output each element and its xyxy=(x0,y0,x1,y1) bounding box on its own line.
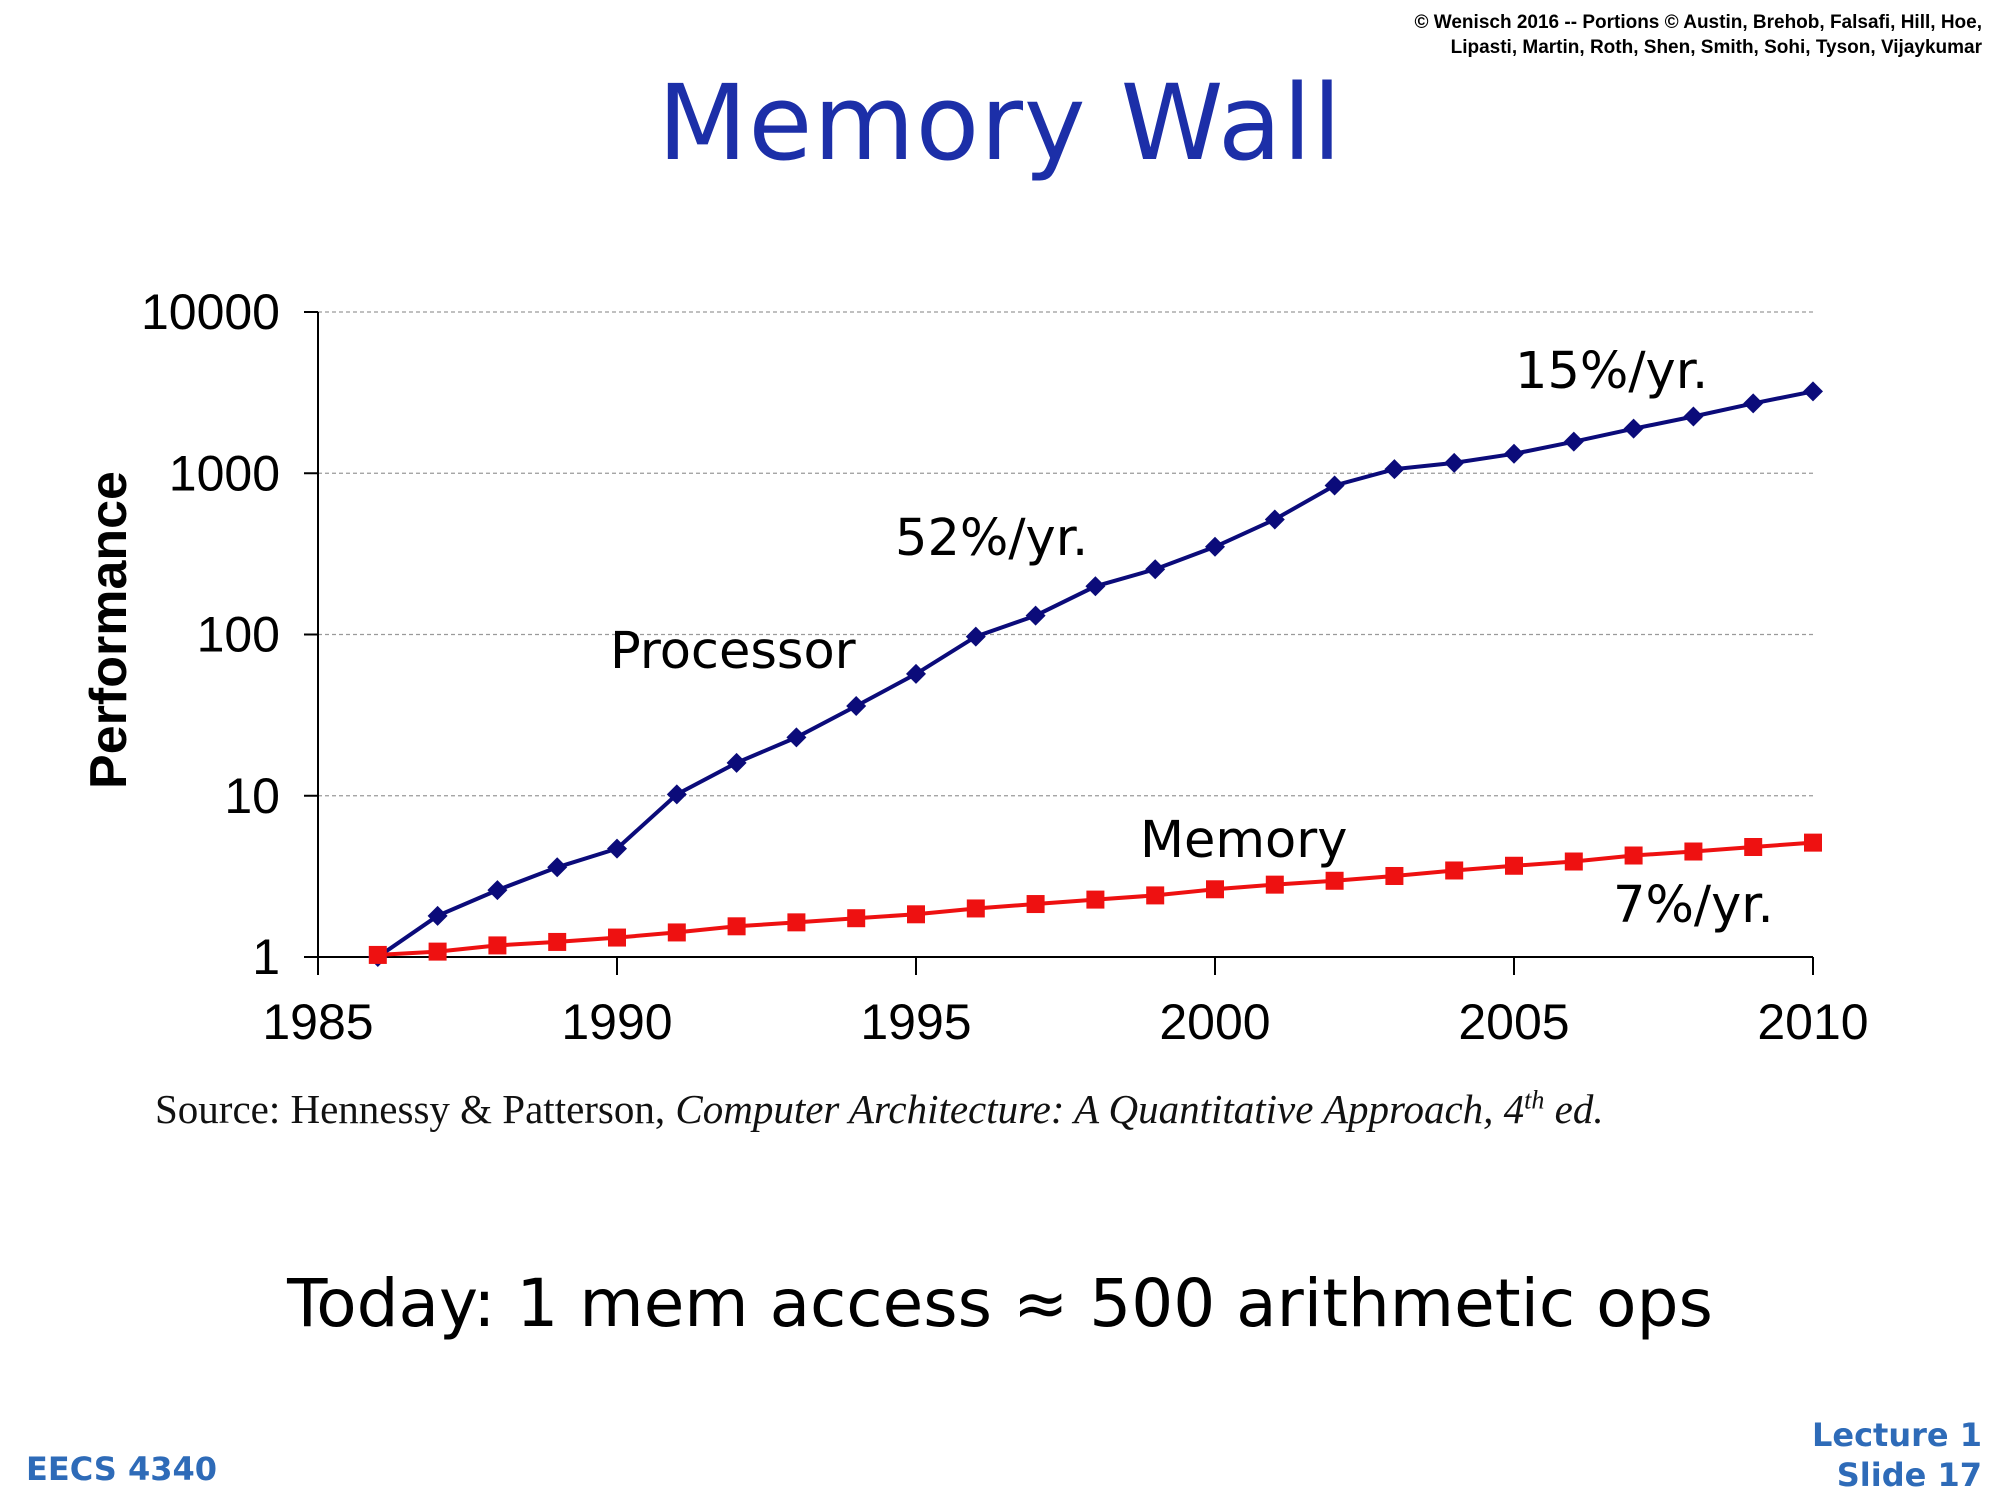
memory-data-point xyxy=(1624,846,1643,865)
processor-data-point xyxy=(965,626,986,647)
annotation-15-percent: 15%/yr. xyxy=(1515,342,1708,401)
processor-data-point xyxy=(1085,576,1106,597)
slide-number: Slide 17 xyxy=(1836,1456,1982,1494)
x-tick-label: 1995 xyxy=(860,994,971,1050)
processor-data-point xyxy=(427,905,448,926)
y-axis-label: Performance xyxy=(80,471,138,789)
processor-data-point xyxy=(906,663,926,684)
chart-series-lines xyxy=(376,389,1814,959)
memory-data-point xyxy=(1684,842,1703,861)
memory-data-point xyxy=(1445,861,1464,880)
memory-data-point xyxy=(667,923,686,942)
y-tick-label: 100 xyxy=(197,607,280,663)
slide-title: Memory Wall xyxy=(657,62,1343,184)
processor-data-point xyxy=(607,838,627,859)
memory-data-point xyxy=(1146,886,1165,905)
memory-data-point xyxy=(1206,880,1224,899)
y-tick-label: 10 xyxy=(224,768,280,824)
memory-data-point xyxy=(1026,895,1045,914)
memory-data-point xyxy=(1086,890,1105,909)
processor-data-point xyxy=(1563,431,1584,452)
memory-data-point xyxy=(727,917,746,936)
memory-data-point xyxy=(847,909,866,928)
processor-data-point xyxy=(1803,381,1823,402)
source-suffix: ed. xyxy=(1544,1086,1604,1132)
x-tick-label: 2000 xyxy=(1159,994,1270,1050)
source-book-title: Computer Architecture: A Quantitative Ap… xyxy=(675,1086,1525,1132)
series-label-memory: Memory xyxy=(1140,811,1347,870)
processor-data-point xyxy=(1743,393,1764,414)
memory-data-point xyxy=(1265,875,1284,894)
memory-data-point xyxy=(368,945,387,964)
memory-data-point xyxy=(428,942,447,961)
series-label-processor: Processor xyxy=(610,622,856,681)
processor-data-point xyxy=(1683,406,1704,427)
processor-data-point xyxy=(726,752,747,773)
copyright-line-1: © Wenisch 2016 -- Portions © Austin, Bre… xyxy=(1414,12,1983,33)
memory-data-point xyxy=(548,932,567,951)
source-prefix: Source: Hennessy & Patterson, xyxy=(155,1086,676,1132)
y-tick-label: 10000 xyxy=(141,284,280,340)
memory-data-point xyxy=(1744,838,1763,857)
chart-axes xyxy=(304,311,1814,975)
processor-data-point xyxy=(1444,452,1465,473)
x-tick-label: 1990 xyxy=(561,994,672,1050)
source-citation: Source: Hennessy & Patterson, Computer A… xyxy=(155,1085,1604,1133)
x-tick-label: 2005 xyxy=(1458,994,1569,1050)
processor-data-point xyxy=(666,784,687,805)
processor-data-point xyxy=(1145,559,1166,580)
memory-data-point xyxy=(966,899,985,918)
copyright-line-2: Lipasti, Martin, Roth, Shen, Smith, Sohi… xyxy=(1450,37,1982,58)
x-tick-label: 2010 xyxy=(1757,994,1868,1050)
chart-tick-labels: 1 10 100 1000 10000 1985 1990 1995 2000 2005 2010 xyxy=(141,284,1869,1050)
annotation-52-percent: 52%/yr. xyxy=(895,509,1088,568)
source-edition-superscript: th xyxy=(1524,1085,1545,1115)
annotation-7-percent: 7%/yr. xyxy=(1613,876,1774,935)
memory-data-point xyxy=(488,936,507,955)
processor-data-point xyxy=(846,696,867,717)
processor-data-point xyxy=(1324,475,1345,496)
memory-data-point xyxy=(1564,852,1583,871)
chart-markers xyxy=(367,381,1823,967)
processor-data-point xyxy=(1623,418,1644,439)
memory-data-point xyxy=(1385,866,1404,885)
processor-data-point xyxy=(1025,605,1046,626)
processor-series-line xyxy=(376,389,1814,959)
processor-data-point xyxy=(1384,459,1405,480)
y-tick-label: 1000 xyxy=(169,445,280,501)
processor-data-point xyxy=(1264,509,1285,530)
memory-data-point xyxy=(608,928,626,947)
lecture-number: Lecture 1 xyxy=(1811,1416,1982,1454)
slide-footer: Lecture 1 Slide 17 xyxy=(1812,1415,1982,1495)
processor-data-point xyxy=(487,880,508,901)
memory-data-point xyxy=(787,913,806,932)
memory-data-point xyxy=(1505,856,1523,875)
y-tick-label: 1 xyxy=(252,929,280,985)
bottom-statement: Today: 1 mem access ≈ 500 arithmetic ops xyxy=(287,1265,1713,1342)
copyright-notice: © Wenisch 2016 -- Portions © Austin, Bre… xyxy=(1415,10,1983,60)
processor-data-point xyxy=(547,857,568,878)
processor-data-point xyxy=(1504,443,1524,464)
x-tick-label: 1985 xyxy=(262,994,373,1050)
memory-data-point xyxy=(1804,833,1822,852)
processor-data-point xyxy=(786,727,807,748)
course-code: EECS 4340 xyxy=(26,1450,218,1488)
processor-data-point xyxy=(1205,536,1225,557)
memory-data-point xyxy=(907,905,925,924)
memory-data-point xyxy=(1325,871,1344,890)
